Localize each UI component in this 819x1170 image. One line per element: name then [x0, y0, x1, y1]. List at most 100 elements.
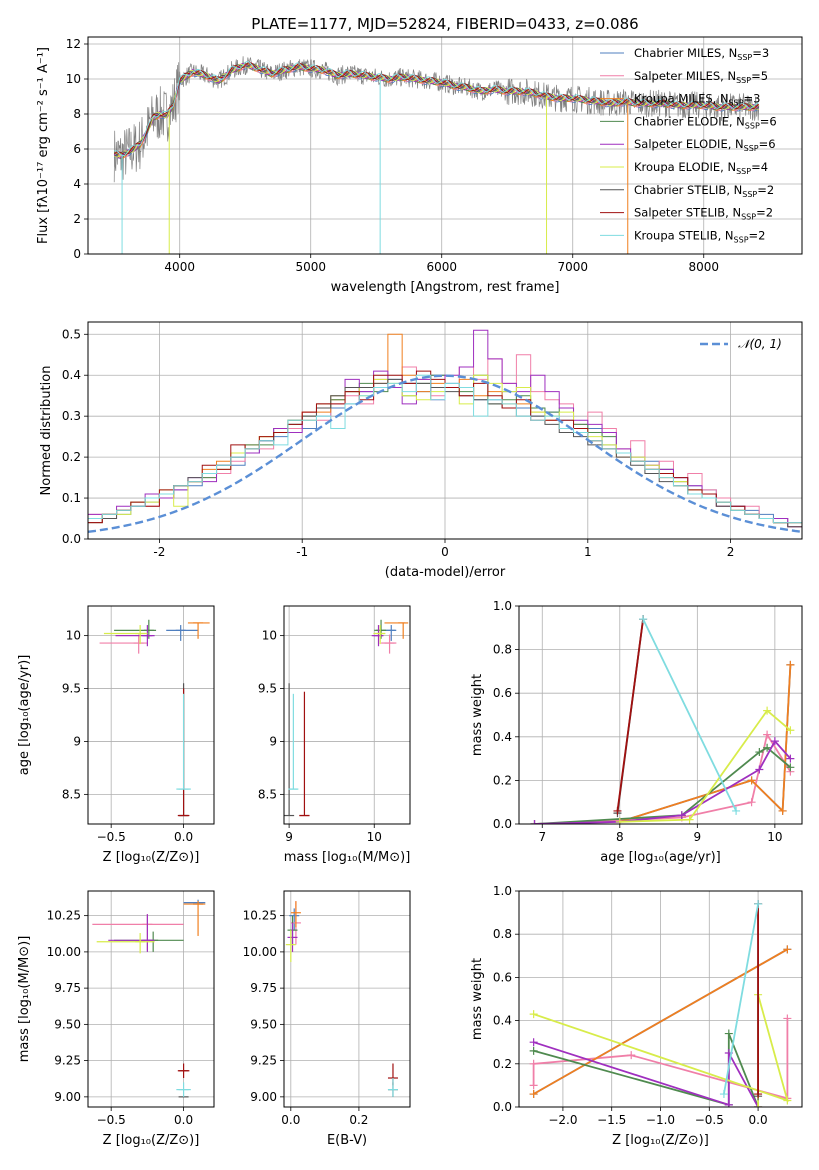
- weight-point-salpeter_elodie: [786, 754, 795, 763]
- axes-frame: [87, 321, 803, 540]
- model-line-kroupa_stelib: [114, 61, 759, 157]
- weight-line-kroupa_stelib: [723, 903, 759, 1095]
- legend-name: Kroupa MILES, N: [634, 92, 729, 106]
- panel-age_vs_z: −0.5 0.0 8.5 9 9.5 10 Z [log₁₀(Z/Z⊙)] age [log₁…: [17, 605, 215, 865]
- y-axis-label: mass weight: [470, 958, 485, 1040]
- y-tick-label: 0.1: [62, 491, 81, 505]
- weight-line-salpeter_stelib: [616, 618, 644, 812]
- weight-point-salpeter_miles: [529, 1081, 538, 1090]
- plot-area-spectrum: [113, 56, 760, 254]
- legend-name: Chabrier STELIB, N: [634, 183, 742, 197]
- weight-point-salpeter_elodie: [677, 811, 686, 820]
- x-tick-label: -1: [296, 545, 308, 559]
- y-tick-label: 12: [66, 37, 81, 51]
- x-tick-label: -2: [153, 545, 165, 559]
- y-axis-label: Flux [fλ10⁻¹⁷ erg cm⁻² s⁻¹ A⁻¹]: [36, 47, 51, 244]
- y-tick-label: 1.0: [493, 599, 512, 613]
- weight-point-salpeter_elodie: [724, 1100, 733, 1107]
- y-tick-label: 0.2: [493, 773, 512, 787]
- x-axis-label: mass [log₁₀(M/M⊙)]: [284, 850, 411, 865]
- weight-line-kroupa_miles: [619, 664, 792, 823]
- panel-mass_vs_ebv: 0.0 0.2 9.00 9.25 9.50 9.75 10.00 10.25 E(B-V): [243, 890, 411, 1148]
- legend-count: =2: [749, 228, 766, 242]
- x-tick-label: 5000: [295, 260, 326, 274]
- x-tick-label: 4000: [164, 260, 195, 274]
- legend-count: =3: [744, 92, 761, 106]
- y-tick-label: 2: [73, 212, 81, 226]
- weight-point-salpeter_miles: [747, 798, 756, 807]
- legend-count: =6: [760, 114, 777, 128]
- legend-entry: Chabrier STELIB, NSSP=2: [634, 183, 774, 199]
- x-tick-label: 0.0: [174, 1113, 193, 1127]
- legend-subscript: SSP: [742, 190, 757, 199]
- y-tick-label: 4: [73, 177, 81, 191]
- y-tick-label: 0.6: [493, 970, 512, 984]
- weight-point-kroupa_stelib: [719, 1090, 728, 1099]
- panel-mass_weight_vs_age: 7 8 9 10 0.0 0.2 0.4 0.6 0.8 1.0 age [log₁₀(age/yr…: [470, 599, 803, 865]
- x-tick-label: −0.5: [97, 830, 126, 844]
- x-tick-label: −2.0: [548, 1113, 577, 1127]
- x-tick-label: 8000: [688, 260, 719, 274]
- x-tick-label: −1.5: [597, 1113, 626, 1127]
- legend-entry: Salpeter STELIB, NSSP=2: [634, 206, 773, 222]
- x-tick-label: 0.0: [281, 1113, 300, 1127]
- y-tick-label: 9.5: [258, 682, 277, 696]
- weight-point-kroupa_elodie: [783, 1096, 792, 1105]
- legend-entry: Salpeter MILES, NSSP=5: [634, 69, 768, 85]
- x-axis-label: Z [log₁₀(Z/Z⊙)]: [612, 1133, 709, 1148]
- weight-point-salpeter_elodie: [770, 737, 779, 746]
- axes-frame: [87, 605, 215, 825]
- weight-point-salpeter_stelib: [754, 1090, 763, 1099]
- panel-mass_weight_vs_z: −2.0 −1.5 −1.0 −0.5 0.0 0.0 0.2 0.4 0.6 0.8 1.0 Z […: [470, 884, 803, 1148]
- y-tick-label: 6: [73, 142, 81, 156]
- y-tick-label: 9: [73, 734, 81, 748]
- legend-name: Kroupa STELIB, N: [634, 228, 734, 242]
- axes-frame: [518, 890, 803, 1108]
- y-tick-label: 1.0: [493, 884, 512, 898]
- x-tick-label: −0.5: [695, 1113, 724, 1127]
- y-tick-label: 0.0: [493, 1100, 512, 1114]
- legend-count: =2: [757, 183, 774, 197]
- y-tick-label: 9.00: [54, 1090, 81, 1104]
- y-tick-label: 10: [66, 72, 81, 86]
- x-tick-label: 8: [616, 830, 624, 844]
- y-tick-label: 0.0: [62, 532, 81, 546]
- legend-subscript: SSP: [744, 144, 759, 153]
- y-tick-label: 10: [262, 629, 277, 643]
- legend-name: Chabrier ELODIE, N: [634, 114, 745, 128]
- legend-subscript: SSP: [736, 167, 751, 176]
- axes-frame: [283, 605, 411, 825]
- y-tick-label: 9.5: [62, 682, 81, 696]
- x-tick-label: 0.0: [749, 1113, 768, 1127]
- x-tick-label: 7: [538, 830, 546, 844]
- y-axis-label: Normed distribution: [39, 366, 54, 496]
- legend-entry: Kroupa STELIB, NSSP=2: [634, 228, 765, 244]
- axes-frame: [87, 890, 215, 1108]
- weight-point-kroupa_elodie: [529, 1010, 538, 1019]
- legend-name: Salpeter MILES, N: [634, 69, 736, 83]
- figure-title: PLATE=1177, MJD=52824, FIBERID=0433, z=0…: [251, 15, 638, 33]
- x-tick-label: 10: [767, 830, 782, 844]
- y-tick-label: 9.25: [250, 1054, 277, 1068]
- y-tick-label: 8: [73, 107, 81, 121]
- y-tick-label: 8.5: [258, 787, 277, 801]
- y-tick-label: 10.25: [243, 909, 277, 923]
- x-axis-label: E(B-V): [327, 1133, 367, 1148]
- weight-point-chabrier_elodie: [724, 1029, 733, 1038]
- y-tick-label: 0.5: [62, 327, 81, 341]
- axes-frame: [518, 605, 803, 825]
- legend-entry: Chabrier ELODIE, NSSP=6: [634, 114, 777, 130]
- y-tick-label: 9.00: [250, 1090, 277, 1104]
- y-tick-label: 0.3: [62, 409, 81, 423]
- legend-count: =4: [751, 160, 768, 174]
- weight-point-salpeter_miles: [783, 1014, 792, 1023]
- legend-name: Salpeter ELODIE, N: [634, 137, 744, 151]
- weight-point-kroupa_miles: [786, 660, 795, 669]
- plot-area-age_vs_mass: [284, 619, 409, 817]
- panel-mass_vs_z: −0.5 0.0 9.00 9.25 9.50 9.75 10.00 10.25 Z [log₁…: [17, 890, 215, 1148]
- legend-count: =3: [752, 46, 769, 60]
- panel-spectrum: 4000 5000 6000 7000 8000 0 2 4 6 8 10 12 wavelength …: [36, 36, 803, 295]
- weight-point-kroupa_stelib: [732, 806, 741, 815]
- x-tick-label: 0: [441, 545, 449, 559]
